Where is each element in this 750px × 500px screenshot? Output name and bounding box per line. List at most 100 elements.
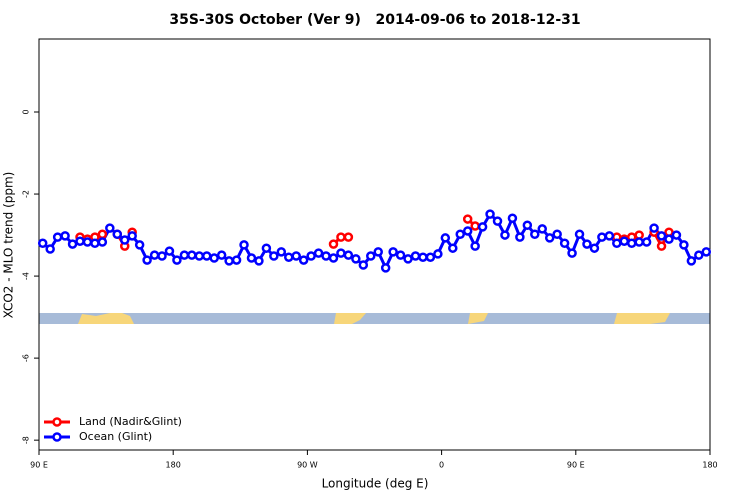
data-point: [67, 239, 78, 249]
legend-marker: [52, 432, 62, 442]
data-point: [60, 231, 70, 241]
data-point: [500, 230, 510, 240]
data-point: [119, 235, 130, 245]
x-tick-label: 90 E: [567, 461, 585, 470]
data-point: [671, 230, 682, 240]
legend-label: Ocean (Glint): [79, 430, 152, 443]
data-point: [492, 216, 503, 226]
data-point: [552, 229, 562, 239]
data-point: [470, 221, 480, 231]
data-point: [380, 263, 391, 273]
data-point: [358, 260, 369, 270]
data-point: [656, 241, 667, 251]
data-point: [343, 250, 354, 260]
data-point: [298, 255, 309, 265]
data-point: [589, 243, 600, 253]
data-point: [455, 229, 465, 239]
data-point: [45, 244, 55, 254]
data-point: [433, 249, 443, 259]
data-point: [179, 250, 190, 260]
data-point: [291, 251, 301, 261]
y-tick-label: -8: [22, 436, 31, 444]
data-point: [567, 248, 577, 258]
data-point: [336, 232, 346, 242]
data-point: [694, 250, 704, 260]
data-point: [425, 252, 436, 262]
data-point: [254, 256, 264, 266]
data-point: [187, 250, 197, 260]
data-point: [239, 240, 249, 250]
data-point: [544, 233, 555, 243]
x-tick-label: 180: [702, 461, 717, 470]
y-tick-label: -2: [22, 190, 31, 198]
data-point: [664, 234, 674, 244]
y-tick-label: -4: [22, 272, 31, 280]
data-point: [194, 251, 205, 261]
data-point: [522, 220, 533, 230]
data-point: [574, 229, 585, 239]
data-point: [284, 252, 294, 262]
data-point: [321, 251, 331, 261]
data-point: [157, 251, 167, 261]
data-point: [462, 214, 473, 224]
data-point: [485, 209, 495, 219]
data-point: [90, 238, 100, 249]
data-point: [641, 237, 652, 247]
data-point: [269, 251, 279, 261]
data-point: [351, 254, 361, 264]
data-point: [142, 255, 152, 265]
y-tick-label: 0: [22, 109, 31, 114]
data-point: [37, 238, 48, 249]
data-point: [343, 232, 354, 242]
data-point: [328, 253, 339, 263]
data-point: [679, 240, 689, 250]
data-point: [216, 250, 227, 260]
legend-marker: [52, 417, 62, 427]
data-point: [366, 251, 376, 261]
data-point: [649, 223, 659, 233]
data-point: [448, 243, 458, 253]
y-axis-label: XCO2 - MLO trend (ppm): [2, 172, 16, 319]
data-point: [686, 256, 697, 266]
x-tick-label: 90 W: [297, 461, 318, 470]
data-point: [440, 233, 451, 243]
data-point: [336, 248, 346, 258]
data-point: [52, 232, 63, 242]
data-point: [403, 254, 413, 264]
data-point: [149, 250, 160, 260]
data-point: [388, 247, 398, 257]
data-point: [224, 256, 234, 266]
data-point: [373, 247, 383, 257]
data-point: [246, 253, 257, 263]
data-point: [172, 255, 182, 265]
data-point: [582, 239, 592, 249]
data-point: [127, 231, 137, 241]
data-point: [604, 231, 615, 241]
data-point: [209, 253, 219, 263]
data-point: [530, 229, 540, 239]
data-point: [261, 243, 272, 253]
data-point: [328, 239, 339, 249]
data-point: [134, 240, 145, 250]
data-point: [619, 236, 630, 246]
data-point: [97, 229, 108, 239]
data-point: [477, 222, 488, 232]
x-tick-label: 180: [166, 461, 181, 470]
data-point: [701, 247, 712, 257]
data-point: [276, 247, 287, 257]
data-point: [410, 251, 421, 261]
data-point: [418, 252, 428, 262]
data-point: [105, 223, 115, 233]
data-point: [559, 238, 570, 249]
data-point: [634, 237, 644, 247]
data-point: [395, 250, 406, 260]
data-point: [470, 241, 480, 251]
data-point: [656, 231, 667, 241]
data-point: [97, 237, 108, 247]
data-point: [112, 229, 123, 239]
data-point: [231, 255, 242, 265]
data-point: [306, 251, 316, 261]
data-point: [164, 246, 175, 256]
